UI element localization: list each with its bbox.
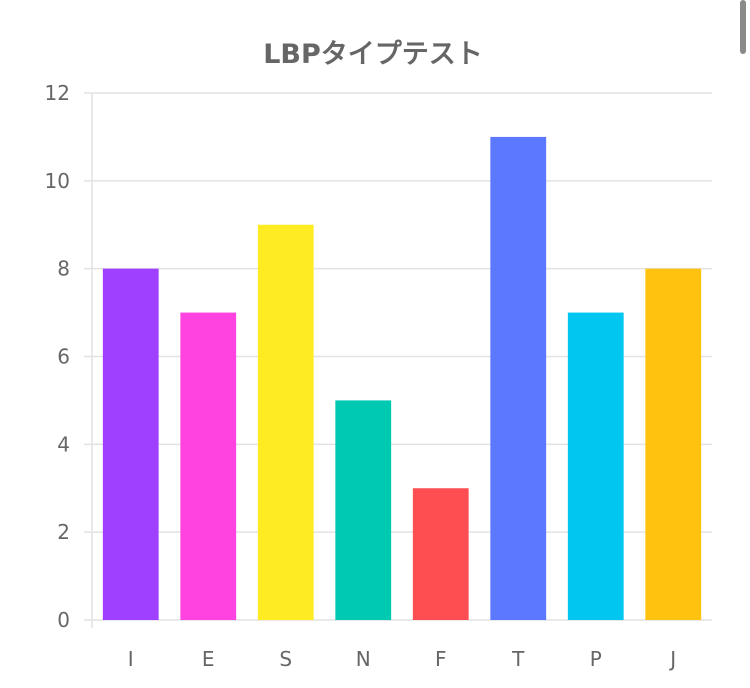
- chart-title: LBPタイプテスト: [263, 39, 483, 70]
- bars: [102, 136, 702, 620]
- x-tick-label: P: [590, 647, 602, 671]
- x-tick-label: J: [668, 647, 676, 671]
- x-tick-label: F: [435, 647, 447, 671]
- bar-j[interactable]: [645, 268, 702, 620]
- bar-i[interactable]: [102, 268, 159, 620]
- y-tick-label: 8: [57, 257, 70, 281]
- x-tick-label: T: [511, 647, 525, 671]
- bar-n[interactable]: [335, 400, 392, 620]
- x-tick-label: E: [202, 647, 215, 671]
- y-tick-label: 12: [45, 81, 70, 105]
- bar-p[interactable]: [567, 312, 624, 620]
- bar-s[interactable]: [257, 224, 314, 620]
- bar-e[interactable]: [180, 312, 237, 620]
- x-tick-label: N: [356, 647, 371, 671]
- y-tick-label: 0: [57, 608, 70, 632]
- scrollbar-thumb[interactable]: [740, 0, 746, 54]
- y-tick-label: 4: [57, 432, 70, 456]
- y-tick-label: 6: [57, 345, 70, 369]
- y-tick-label: 10: [45, 169, 70, 193]
- x-tick-label: S: [279, 647, 292, 671]
- y-axis-ticks: 0 2 4 6 8 10 12: [45, 81, 70, 632]
- bar-t[interactable]: [490, 136, 547, 620]
- bar-f[interactable]: [412, 488, 469, 620]
- y-tick-label: 2: [57, 520, 70, 544]
- x-tick-label: I: [128, 647, 134, 671]
